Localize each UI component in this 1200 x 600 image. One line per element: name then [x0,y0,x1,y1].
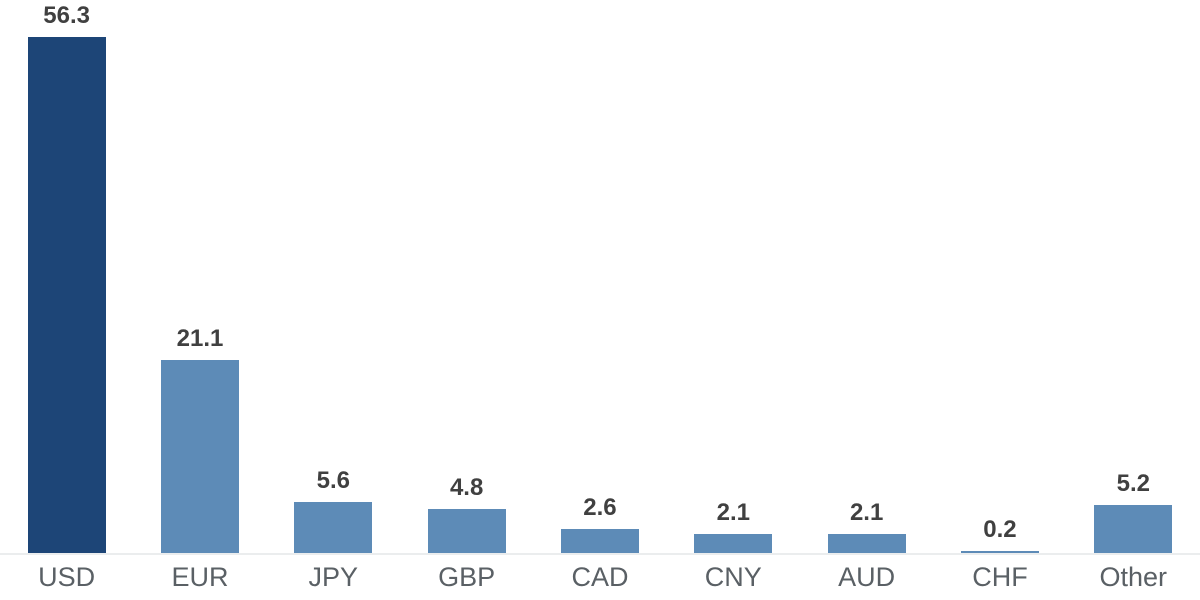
x-axis-category-label: EUR [171,562,229,592]
x-axis-segment: GBP [399,553,534,600]
x-axis-segment: CNY [666,553,800,600]
bar-group-other: 5.2 Other [1066,0,1200,600]
x-axis-category-label: Other [1099,562,1168,592]
bar-group-usd: 56.3 USD [0,0,134,600]
x-axis-segment: CAD [533,553,667,600]
x-axis-category-label: CHF [972,562,1028,592]
bar-group-gbp: 4.8 GBP [399,0,534,600]
x-axis-category-label: USD [38,562,96,592]
bar-group-jpy: 5.6 JPY [266,0,400,600]
bar [27,37,106,553]
x-axis-category-label: AUD [838,562,896,592]
x-axis-category-label: CNY [704,562,762,592]
bar-group-cny: 2.1 CNY [666,0,800,600]
bar-value-label: 21.1 [176,325,224,352]
x-axis-category-label: CAD [571,562,629,592]
bar [160,360,239,553]
bar-group-chf: 0.2 CHF [933,0,1067,600]
x-axis-category-label: GBP [438,562,496,592]
x-axis-segment: JPY [266,553,400,600]
bar [427,509,506,553]
bar-value-label: 4.8 [449,474,484,501]
x-axis-category-label: JPY [308,562,359,592]
bar [827,534,906,553]
bar-group-cad: 2.6 CAD [533,0,667,600]
bar-value-label: 0.2 [983,516,1017,543]
x-axis-segment: Other [1066,553,1200,600]
bar-value-label: 2.6 [583,494,617,521]
x-axis-segment: AUD [799,553,934,600]
x-axis-segment: EUR [133,553,267,600]
bar [294,502,373,553]
x-axis-segment: USD [0,553,134,600]
bar [694,534,773,553]
bar-value-label: 2.1 [849,499,884,526]
bar [960,551,1039,553]
bar-group-aud: 2.1 AUD [799,0,934,600]
bar [560,529,639,553]
bar [1094,505,1173,553]
bar-value-label: 5.6 [316,467,350,494]
bar-value-label: 56.3 [43,2,91,29]
bar-value-label: 5.2 [1116,470,1150,497]
bar-value-label: 2.1 [716,499,750,526]
x-axis-segment: CHF [933,553,1067,600]
bar-group-eur: 21.1 EUR [133,0,267,600]
